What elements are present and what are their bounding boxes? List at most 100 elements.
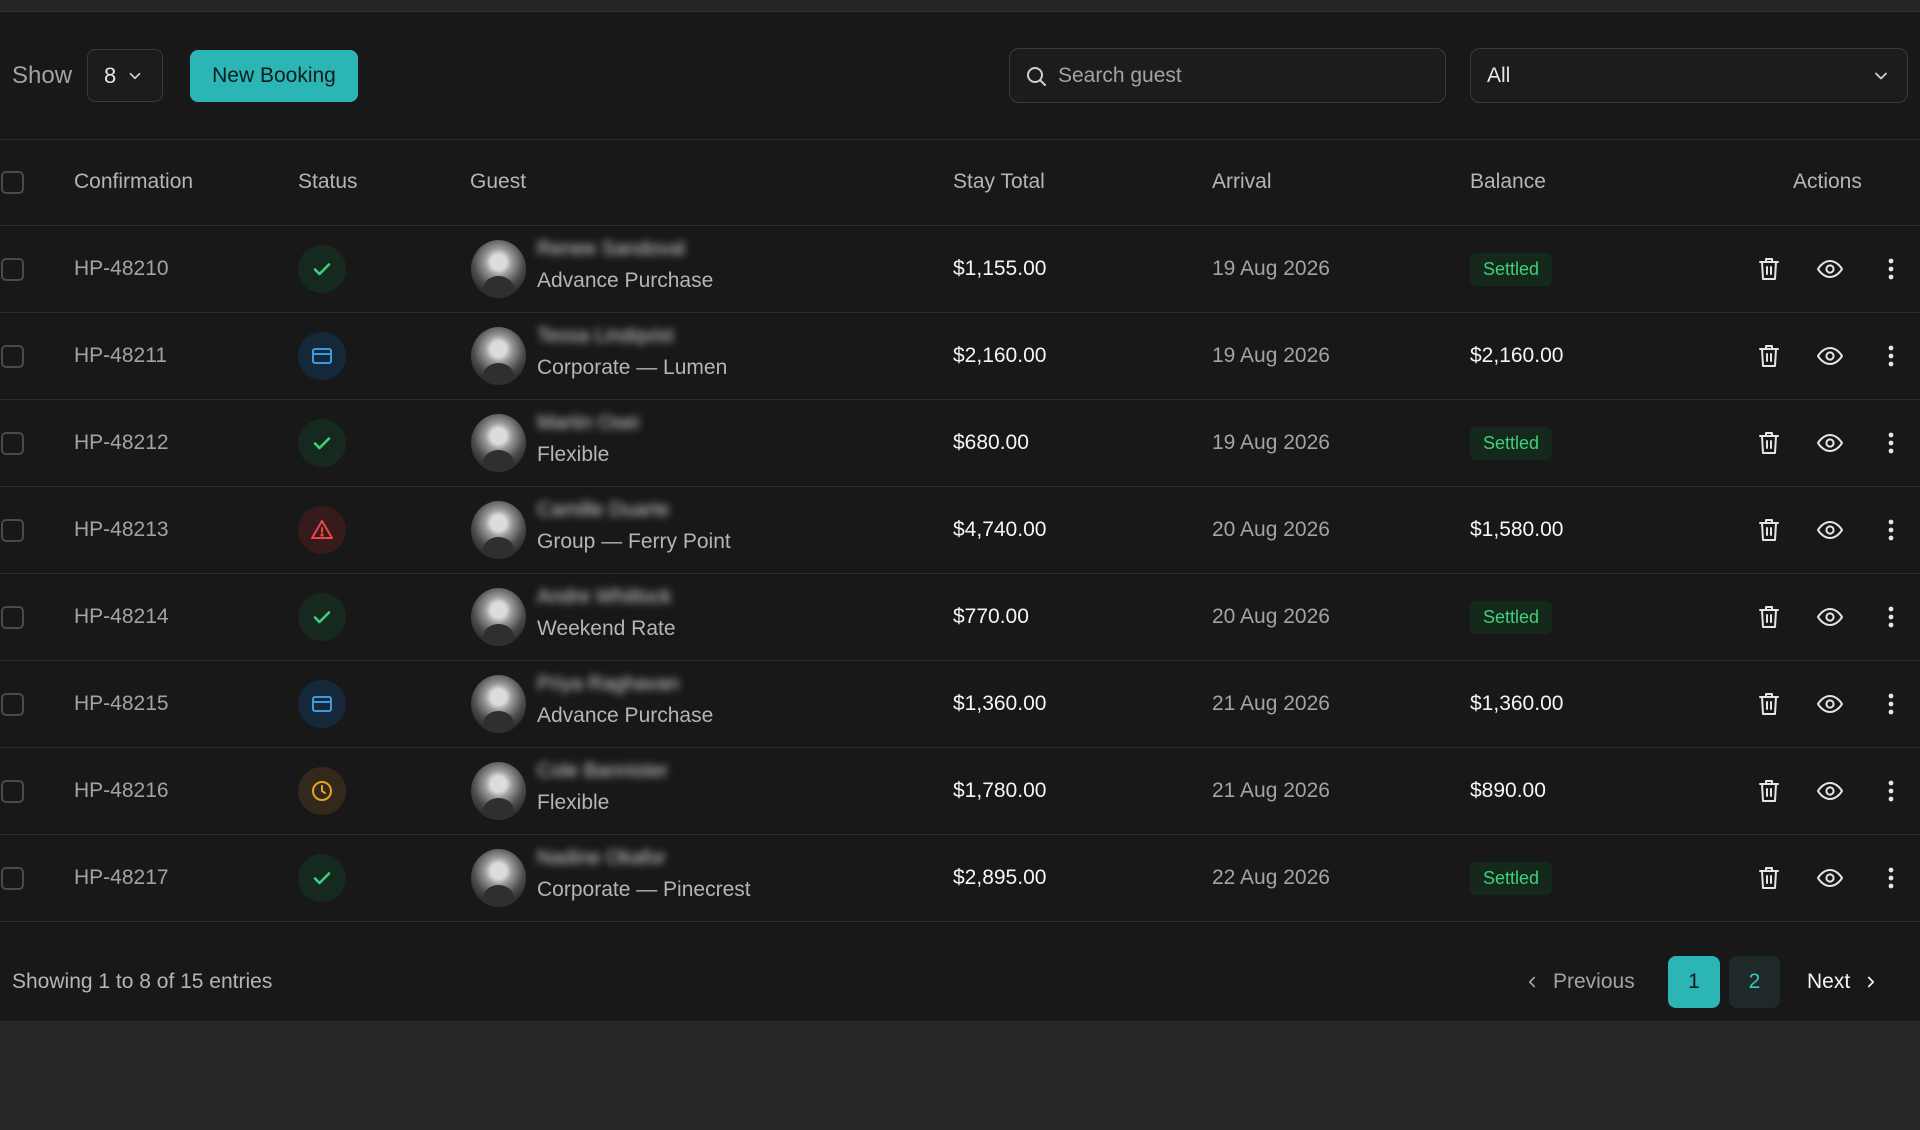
new-booking-button[interactable]: New Booking [190, 50, 358, 102]
column-header-arrival[interactable]: Arrival [1212, 170, 1272, 193]
view-icon[interactable] [1816, 429, 1844, 457]
table-row[interactable]: HP-48211 Tessa Lindqvist Corporate — Lumen… [0, 313, 1920, 400]
more-options-icon[interactable] [1877, 516, 1905, 544]
filter-value: All [1487, 63, 1511, 87]
row-checkbox[interactable] [1, 258, 24, 281]
more-options-icon[interactable] [1877, 777, 1905, 805]
settled-badge: Settled [1470, 253, 1553, 286]
row-checkbox[interactable] [1, 606, 24, 629]
arrival-date: 21 Aug 2026 [1212, 692, 1330, 715]
confirmation-number: HP-48211 [74, 344, 168, 367]
guest-name: Nadine Okafor [537, 847, 666, 869]
table-row[interactable]: HP-48215 Priya Raghavan Advance Purchase $1… [0, 661, 1920, 748]
avatar [471, 327, 526, 385]
previous-page-button[interactable]: Previous [1523, 970, 1635, 994]
confirmation-number: HP-48215 [74, 692, 169, 715]
rate-plan: Group — Ferry Point [537, 530, 731, 553]
view-icon[interactable] [1816, 864, 1844, 892]
stay-total: $2,160.00 [953, 344, 1047, 367]
rate-plan: Weekend Rate [537, 617, 676, 640]
stay-total: $4,740.00 [953, 518, 1047, 541]
show-label: Show [12, 62, 73, 89]
next-page-button[interactable]: Next [1807, 970, 1880, 994]
stay-total: $1,780.00 [953, 779, 1047, 802]
delete-icon[interactable] [1755, 255, 1783, 283]
row-checkbox[interactable] [1, 432, 24, 455]
row-checkbox[interactable] [1, 693, 24, 716]
search-icon [1027, 66, 1046, 86]
column-header-stay-total[interactable]: Stay Total [953, 170, 1045, 193]
more-options-icon[interactable] [1877, 429, 1905, 457]
page-2-button[interactable]: 2 [1729, 956, 1780, 1008]
arrival-date: 21 Aug 2026 [1212, 779, 1330, 802]
select-all-checkbox[interactable] [1, 171, 24, 194]
delete-icon[interactable] [1755, 690, 1783, 718]
status-filter-select[interactable]: All [1470, 48, 1908, 103]
table-row[interactable]: HP-48216 Cole Bannister Flexible $1,780.00 2… [0, 748, 1920, 835]
page-size-select[interactable]: 8 [87, 49, 163, 102]
rate-plan: Flexible [537, 791, 610, 814]
rate-plan: Advance Purchase [537, 704, 714, 727]
row-checkbox[interactable] [1, 345, 24, 368]
delete-icon[interactable] [1755, 342, 1783, 370]
arrival-date: 20 Aug 2026 [1212, 605, 1330, 628]
view-icon[interactable] [1816, 690, 1844, 718]
table-row[interactable]: HP-48210 Renee Sandoval Advance Purchase $1… [0, 226, 1920, 313]
settled-badge: Settled [1470, 427, 1553, 460]
chevron-down-icon [129, 72, 141, 79]
rate-plan: Corporate — Lumen [537, 356, 728, 379]
row-checkbox[interactable] [1, 519, 24, 542]
guest-name: Martin Osei [537, 412, 640, 434]
rate-plan: Corporate — Pinecrest [537, 878, 751, 901]
confirmation-number: HP-48213 [74, 518, 169, 541]
stay-total: $2,895.00 [953, 866, 1047, 889]
table-row[interactable]: HP-48213 Camille Duarte Group — Ferry Poin… [0, 487, 1920, 574]
delete-icon[interactable] [1755, 864, 1783, 892]
row-checkbox[interactable] [1, 867, 24, 890]
column-header-confirmation[interactable]: Confirmation [74, 170, 194, 193]
status-credit-card-icon [298, 680, 346, 728]
more-options-icon[interactable] [1877, 255, 1905, 283]
more-options-icon[interactable] [1877, 342, 1905, 370]
table-row[interactable]: HP-48217 Nadine Okafor Corporate — Pinecre… [0, 835, 1920, 922]
column-header-balance[interactable]: Balance [1470, 170, 1546, 193]
confirmation-number: HP-48217 [74, 866, 169, 889]
balance-amount: $2,160.00 [1470, 344, 1564, 367]
delete-icon[interactable] [1755, 777, 1783, 805]
status-warning-icon [298, 506, 346, 554]
view-icon[interactable] [1816, 516, 1844, 544]
avatar [471, 414, 526, 472]
chevron-right-icon [1868, 976, 1875, 988]
status-check-icon [298, 854, 346, 902]
column-header-guest[interactable]: Guest [470, 170, 527, 193]
avatar [471, 675, 526, 733]
status-credit-card-icon [298, 332, 346, 380]
more-options-icon[interactable] [1877, 603, 1905, 631]
avatar [471, 501, 526, 559]
more-options-icon[interactable] [1877, 690, 1905, 718]
avatar [471, 762, 526, 820]
status-check-icon [298, 593, 346, 641]
avatar [471, 240, 526, 298]
search-box[interactable] [1009, 48, 1446, 103]
more-options-icon[interactable] [1877, 864, 1905, 892]
view-icon[interactable] [1816, 777, 1844, 805]
balance-amount: $890.00 [1470, 779, 1546, 802]
status-check-icon [298, 245, 346, 293]
delete-icon[interactable] [1755, 516, 1783, 544]
view-icon[interactable] [1816, 342, 1844, 370]
delete-icon[interactable] [1755, 603, 1783, 631]
view-icon[interactable] [1816, 255, 1844, 283]
settled-badge: Settled [1470, 862, 1553, 895]
guest-name: Tessa Lindqvist [537, 325, 674, 347]
view-icon[interactable] [1816, 603, 1844, 631]
avatar [471, 588, 526, 646]
table-row[interactable]: HP-48212 Martin Osei Flexible $680.00 19 Aug… [0, 400, 1920, 487]
page-1-button[interactable]: 1 [1668, 956, 1720, 1008]
search-input[interactable] [1058, 63, 1428, 88]
column-header-status[interactable]: Status [298, 170, 358, 193]
top-strip [0, 0, 1920, 12]
table-row[interactable]: HP-48214 Andre Whitlock Weekend Rate $770.0… [0, 574, 1920, 661]
row-checkbox[interactable] [1, 780, 24, 803]
delete-icon[interactable] [1755, 429, 1783, 457]
